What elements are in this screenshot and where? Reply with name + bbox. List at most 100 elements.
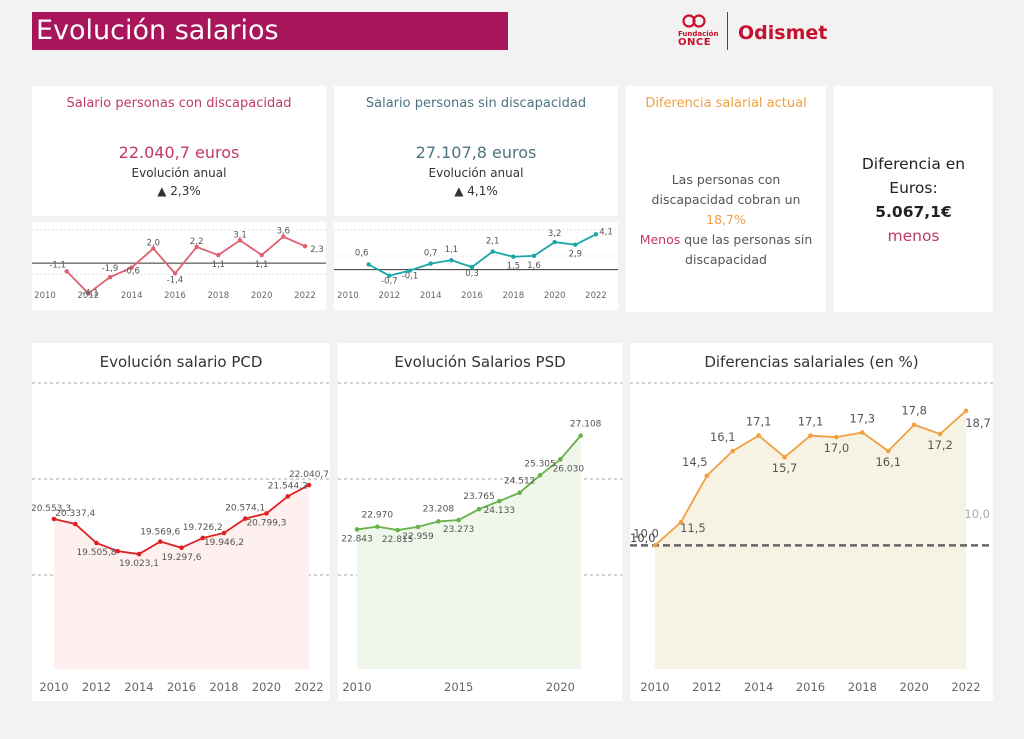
x-tick-label: 2016	[796, 680, 825, 694]
kpi-diff-pct: 18,7%	[706, 212, 746, 227]
data-label: 16,1	[875, 455, 901, 469]
data-label: 0,3	[465, 269, 479, 279]
odismet-logo: Odismet	[738, 22, 828, 44]
data-label: 25.305	[524, 459, 556, 469]
data-label: -0,6	[123, 267, 140, 277]
data-point	[860, 430, 865, 435]
kpi-diff-title: Diferencia salarial actual	[645, 96, 807, 111]
data-label: 2,3	[310, 245, 324, 255]
data-point	[911, 422, 917, 428]
data-point	[578, 433, 583, 438]
x-tick-label: 2020	[544, 291, 566, 301]
data-label: -0,1	[402, 272, 419, 282]
kpi-euros-menos: menos	[887, 227, 940, 245]
data-label: 2,2	[190, 237, 204, 247]
x-tick-label: 2022	[294, 291, 316, 301]
x-tick-label: 2012	[379, 291, 401, 301]
data-point	[963, 408, 969, 414]
x-tick-label: 2018	[209, 680, 238, 694]
data-label: 20.337,4	[55, 509, 95, 519]
data-label: 19.569,6	[140, 528, 180, 538]
data-point	[354, 527, 360, 532]
x-tick-label: 2012	[78, 291, 100, 301]
x-tick-label: 2022	[294, 680, 323, 694]
data-point	[387, 273, 392, 278]
data-label: 3,2	[548, 229, 562, 239]
data-label: 3,1	[233, 230, 247, 240]
area-fill	[357, 435, 581, 669]
x-tick-label: 2020	[900, 680, 929, 694]
mini-chart-psd: 0,6 -0,7 -0,1 0,7 1,1 0,3 2,1 1,5 1,6 3,2 2,9 4,1 20…	[334, 227, 618, 301]
data-label: 1,1	[445, 245, 459, 255]
x-tick-label: 2016	[167, 680, 196, 694]
data-point	[115, 548, 121, 554]
data-label: -0,7	[381, 277, 398, 287]
x-tick-label: 2014	[124, 680, 153, 694]
data-label: 17,8	[901, 404, 927, 418]
data-point	[221, 530, 227, 536]
kpi-pcd-title: Salario personas con discapacidad	[66, 96, 292, 111]
logo-divider	[727, 12, 728, 50]
data-label: 26.030	[553, 464, 585, 474]
kpi-diff-menos: Menos	[639, 232, 681, 247]
data-label: 14,5	[682, 455, 708, 469]
area-fill	[655, 410, 966, 669]
data-point	[558, 457, 563, 462]
x-tick-label: 2020	[251, 291, 273, 301]
data-point	[107, 274, 113, 280]
data-label: 10,0	[633, 526, 659, 540]
data-label: 4,1	[599, 227, 613, 237]
x-tick-label: 2010	[640, 680, 669, 694]
data-point	[469, 264, 475, 270]
data-point	[264, 511, 269, 516]
chart-pcd-card: Evolución salario PCD 20.553,3 20.337,4 19…	[32, 343, 330, 701]
once-logo-icon	[682, 14, 706, 28]
x-tick-label: 2020	[546, 680, 575, 694]
data-label: 22.843	[341, 534, 373, 544]
page-title-bar: Evolución salarios	[32, 12, 508, 50]
data-point	[157, 539, 163, 544]
data-point	[428, 261, 433, 266]
data-label: 15,7	[772, 461, 798, 475]
data-point	[151, 246, 156, 251]
data-label: 17,3	[850, 411, 876, 425]
data-point	[497, 498, 502, 504]
data-label: 27.108	[570, 420, 602, 430]
data-label: 20.799,3	[246, 518, 286, 528]
kpi-diff-text1: Las personas con discapacidad cobran un	[651, 172, 801, 207]
x-tick-label: 2022	[951, 680, 980, 694]
data-point	[537, 472, 543, 478]
chart-psd-card: Evolución Salarios PSD 22.843 22.970 22.81…	[338, 343, 622, 701]
mini-chart-pcd: -1,1 -4,1 -1,9 -0,6 2,0 -1,4 2,2 1,1 3,1 1,1 3,6 2,…	[32, 227, 326, 301]
data-point	[259, 252, 264, 258]
data-point	[415, 524, 421, 530]
data-point	[94, 540, 99, 546]
data-label: 24.512	[504, 477, 536, 487]
data-label: 2,0	[147, 238, 161, 248]
x-tick-label: 2014	[121, 291, 143, 301]
data-point	[237, 238, 243, 243]
data-point	[194, 244, 199, 250]
kpi-card-pcd: Salario personas con discapacidad 22.040…	[32, 86, 326, 216]
kpi-pcd-change: ▲ 2,3%	[157, 184, 201, 198]
mini-chart-psd-card: 0,6 -0,7 -0,1 0,7 1,1 0,3 2,1 1,5 1,6 3,2 2,9 4,1 20…	[334, 222, 618, 310]
data-label: -1,1	[49, 260, 66, 270]
data-point	[72, 521, 78, 527]
data-point	[834, 434, 839, 440]
data-point	[552, 239, 557, 245]
data-point	[937, 431, 943, 437]
data-label: 1,6	[527, 261, 541, 271]
series-line	[66, 235, 306, 295]
data-point	[756, 433, 761, 438]
data-label: 18,7	[965, 416, 991, 430]
x-tick-label: 2016	[461, 291, 483, 301]
chart-diff-card: Diferencias salariales (en %) 10,0 11,5 14…	[630, 343, 993, 701]
x-tick-label: 2016	[164, 291, 186, 301]
kpi-euros-value: 5.067,1€	[875, 203, 952, 221]
data-point	[704, 473, 710, 479]
data-label: 17,0	[824, 441, 850, 455]
kpi-psd-value: 27.107,8 euros	[415, 143, 537, 162]
data-point	[285, 494, 291, 499]
series-line	[356, 435, 582, 531]
data-label: 19.505,8	[76, 548, 116, 558]
